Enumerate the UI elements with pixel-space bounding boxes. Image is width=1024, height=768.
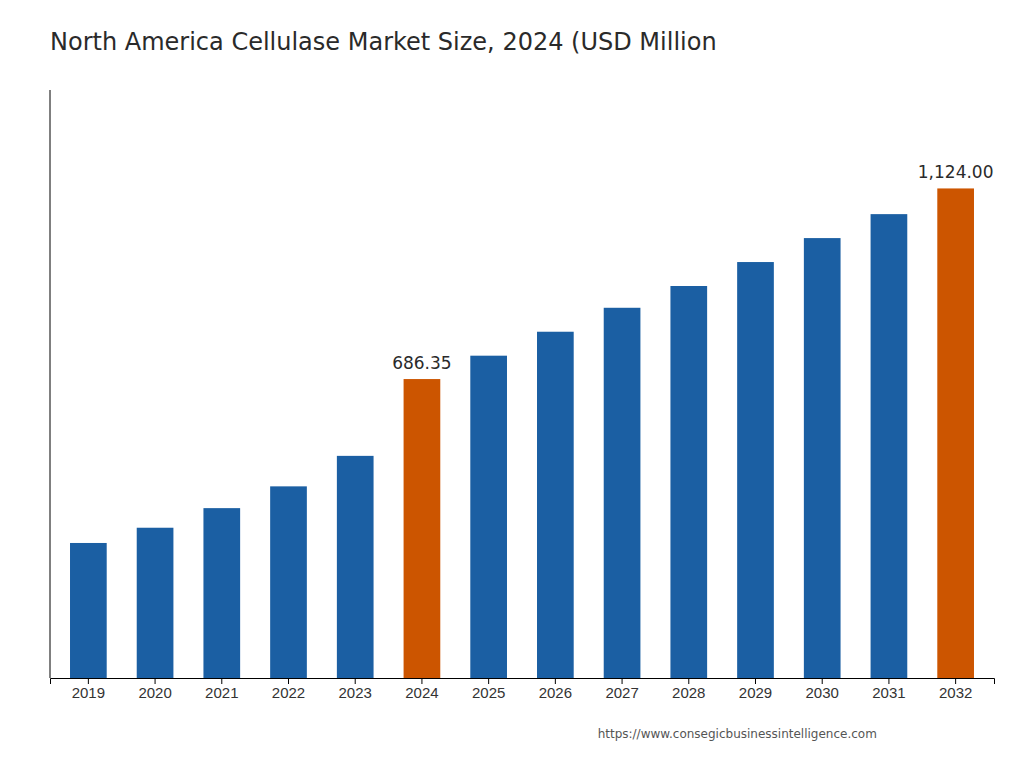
plot: 2019 2020 2021 2022 2023 2024 2025 2026 2027 2028…: [50, 90, 995, 701]
x-tick-label: 2021: [205, 684, 238, 701]
annotation: 1,124.00: [918, 162, 994, 182]
x-tick: 2023: [339, 678, 372, 701]
bar: [537, 332, 574, 678]
x-tick-label: 2020: [138, 684, 171, 701]
x-tick-label: 2029: [739, 684, 772, 701]
x-tick: 2020: [138, 678, 171, 701]
bar: [203, 508, 240, 678]
x-tick: 2019: [72, 678, 105, 701]
x-tick: 2021: [205, 678, 238, 701]
x-tick: 2027: [605, 678, 638, 701]
x-tick-label: 2019: [72, 684, 105, 701]
bar: [137, 528, 174, 678]
bar: [404, 379, 441, 678]
x-tick: 2028: [672, 678, 705, 701]
x-tick-label: 2023: [339, 684, 372, 701]
bar: [737, 262, 774, 678]
x-tick: 2030: [806, 678, 839, 701]
x-tick-label: 2024: [405, 684, 438, 701]
x-tick-label: 2027: [605, 684, 638, 701]
x-tick: 2029: [739, 678, 772, 701]
x-tick: 2022: [272, 678, 305, 701]
x-tick-label: 2025: [472, 684, 505, 701]
x-tick-label: 2031: [872, 684, 905, 701]
source-note: https://www.consegicbusinessintelligence…: [598, 727, 877, 741]
annotations: 686.35 1,124.00: [392, 162, 993, 373]
x-tick-label: 2022: [272, 684, 305, 701]
x-tick: 2032: [939, 678, 972, 701]
bar: [937, 188, 974, 678]
title: North America Cellulase Market Size, 202…: [50, 28, 717, 56]
x-tick: 2026: [539, 678, 572, 701]
bar: [670, 286, 707, 678]
annotation: 686.35: [392, 353, 451, 373]
bar: [337, 456, 374, 678]
x-axis: 2019 2020 2021 2022 2023 2024 2025 2026 2027 2028…: [51, 678, 995, 701]
x-axis-line: [51, 679, 995, 685]
x-tick: 2031: [872, 678, 905, 701]
x-tick: 2024: [405, 678, 438, 701]
bar: [604, 308, 641, 678]
bar: [871, 214, 908, 678]
x-tick-label: 2030: [806, 684, 839, 701]
x-tick-label: 2028: [672, 684, 705, 701]
bar: [270, 486, 307, 678]
x-tick-label: 2026: [539, 684, 572, 701]
bar: [70, 543, 107, 678]
chart: North America Cellulase Market Size, 202…: [0, 0, 1024, 768]
y-axis-line: [50, 90, 51, 678]
bar: [470, 356, 507, 678]
bar: [804, 238, 841, 678]
x-tick: 2025: [472, 678, 505, 701]
x-tick-label: 2032: [939, 684, 972, 701]
bars: [70, 188, 974, 678]
